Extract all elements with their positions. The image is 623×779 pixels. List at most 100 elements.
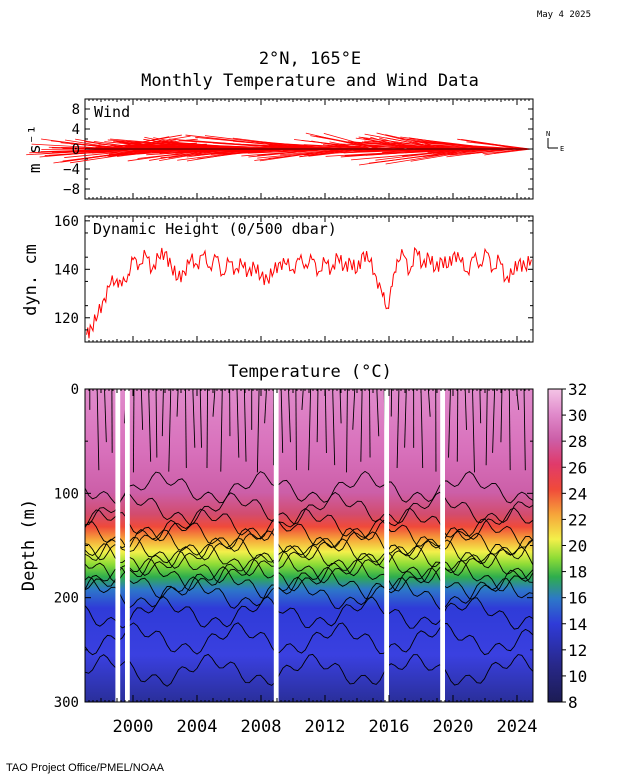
wind-stick [482,148,528,155]
wind-panel-label: Wind [94,103,130,121]
wind-ytick-label: 4 [72,122,80,138]
isotherm-line [84,507,534,542]
compass-icon: N E [546,130,564,153]
isotherm-spike [264,388,267,424]
isotherm-spike [236,388,240,458]
isotherm-spike [324,388,327,453]
isotherm-spike [448,388,451,458]
isotherm-spike [308,388,312,471]
isotherm-spike [212,388,216,417]
colorbar [547,388,563,703]
isotherm-line [84,543,534,577]
figure-title-line1: 2°N, 165°E [259,49,361,69]
wind-ytick-label: 0 [72,142,80,158]
temperature-xtick-label: 2016 [369,717,410,737]
dh-series-line [86,246,532,339]
temperature-panel: Temperature (°C) 0 100 200 300 2000 2004 2008… [19,362,587,737]
isotherm-spike [148,388,152,462]
isotherm-line [84,535,534,569]
isotherm-spike [456,388,459,462]
isotherm-spike [176,388,179,417]
dh-ylabel: dyn. cm [21,244,41,316]
isotherm-spike [206,388,209,469]
isotherm-spike [523,388,526,471]
isotherm-spike [280,388,284,453]
isotherm-line [84,596,534,630]
temperature-ylabel: Depth (m) [19,499,39,591]
dh-panel-label: Dynamic Height (0/500 dbar) [93,220,337,238]
isotherm-spike [404,388,407,448]
temperature-xtick-label: 2004 [177,717,218,737]
wind-stick [304,148,368,156]
isotherm-spike [492,388,496,453]
figure-title-line2: Monthly Temperature and Wind Data [141,71,479,91]
isotherm-spike [132,388,135,473]
temperature-xtick-label: 2020 [433,717,474,737]
data-gap [273,389,279,702]
temperature-xtick-label: 2008 [241,717,282,737]
wind-stick [494,148,532,154]
temperature-isotherms [84,388,534,687]
temperature-data-gaps [115,389,445,702]
isotherm-line [84,470,534,504]
isotherm-line [84,565,534,600]
dh-ytick-label: 120 [54,311,79,327]
dynamic-height-panel: 160 140 120 Dynamic Height (0/500 dbar) dy… [21,214,534,343]
isotherm-spike [295,388,297,471]
data-gap [125,389,130,702]
compass-east-label: E [560,145,564,153]
colorbar-tick-label: 12 [568,641,587,660]
isotherm-spike [396,388,400,469]
wind-ytick-label: −8 [63,182,80,198]
wind-stick [467,145,524,150]
dh-xticks [84,216,534,342]
colorbar-tick-label: 24 [568,484,587,503]
colorbar-tick-label: 14 [568,615,587,634]
wind-stick [29,148,126,154]
isotherm-spike [256,388,260,473]
wind-stick [471,141,531,150]
colorbar-tick-label: 16 [568,589,587,608]
isotherm-spike [346,388,348,473]
isotherm-spike [420,388,424,468]
isotherm-spike [243,388,247,462]
isotherm-line [84,622,534,656]
isotherm-spike [472,388,475,473]
isotherm-spike [464,388,467,430]
data-gap [440,389,445,702]
isotherm-line [84,557,534,592]
isotherm-spike [220,388,223,472]
wind-xticks [84,99,534,199]
wind-stick [428,146,510,150]
colorbar-tick-label: 26 [568,458,587,477]
temperature-ytick-label: 0 [71,382,79,398]
wind-stick [257,148,354,159]
isotherm-spike [369,388,371,458]
isotherm-spike [360,388,363,462]
isotherm-spike [288,388,291,443]
temperature-xtick-label: 2024 [497,717,538,737]
temperature-xtick-label: 2000 [113,717,154,737]
colorbar-tick-label: 28 [568,432,587,451]
isotherm-spike [161,388,164,437]
temperature-ytick-label: 200 [54,591,79,607]
isotherm-spike [140,388,144,430]
temperature-ytick-label: 300 [54,695,79,711]
data-gap [384,389,389,702]
colorbar-tick-label: 10 [568,667,587,686]
isotherm-spike [485,388,488,466]
wind-yticks: 8 4 0 −4 −8 [63,98,533,200]
print-date: May 4 2025 [536,10,591,20]
isotherm-spike [192,388,196,448]
isotherm-line [84,550,534,584]
isotherm-spike [427,388,431,417]
dh-yticks: 160 140 120 [54,214,533,331]
isotherm-spike [339,388,342,424]
colorbar-tick-label: 30 [568,406,587,425]
wind-ytick-label: 8 [72,102,80,118]
temperature-xticks: 2000 2004 2008 2012 2016 2020 2024 [84,389,538,737]
colorbar-tick-label: 20 [568,537,587,556]
wind-ylabel: m s⁻¹ [25,125,44,173]
footer-credit: TAO Project Office/PMEL/NOAA [6,762,164,774]
temperature-title: Temperature (°C) [228,362,392,382]
